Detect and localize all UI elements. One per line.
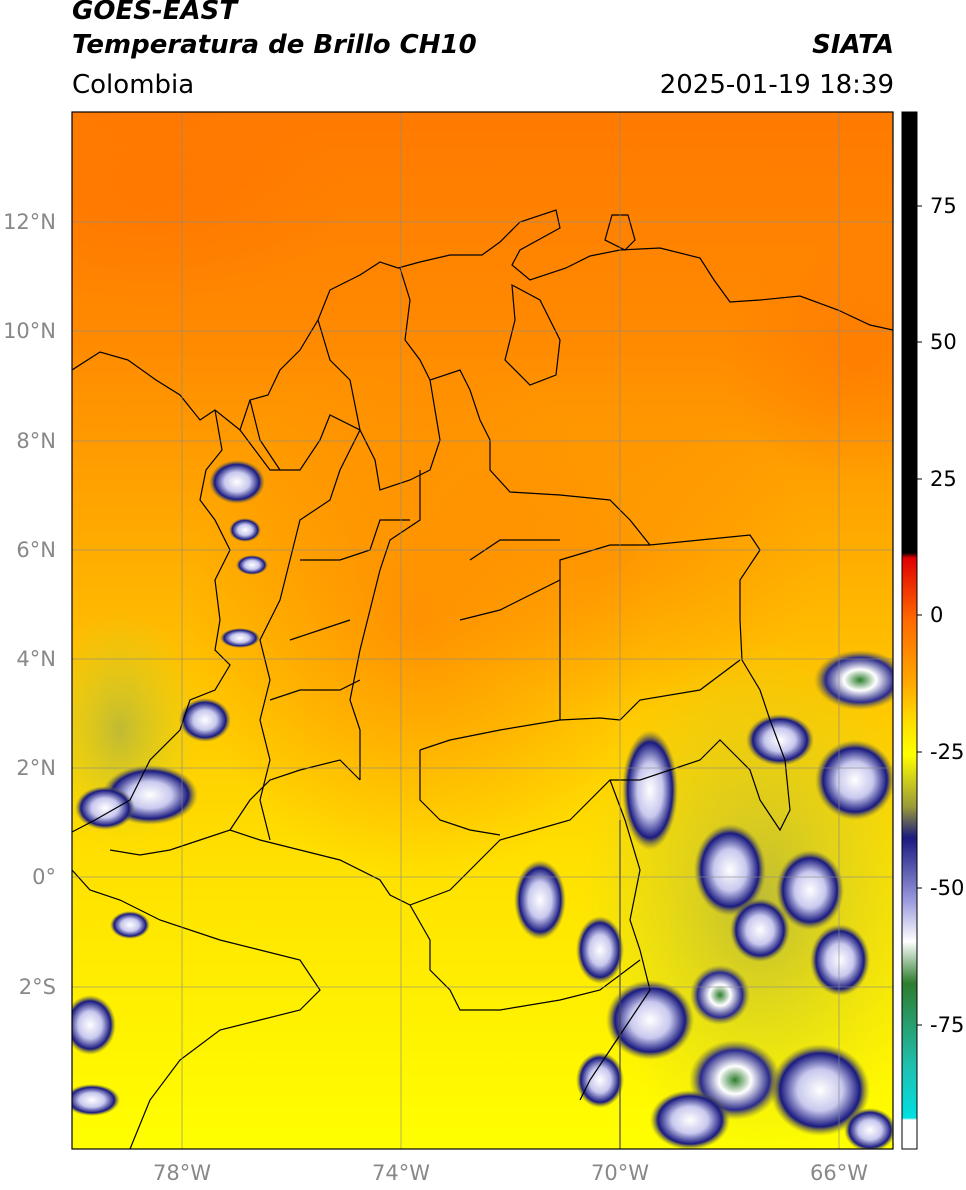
lat-tick-label: 2°S bbox=[19, 975, 56, 999]
colorbar-tick-label: -75 bbox=[930, 1013, 964, 1037]
colorbar-tick-label: 25 bbox=[930, 467, 957, 491]
colorbar-tick-label: -50 bbox=[930, 876, 964, 900]
colorbar-ticks bbox=[917, 205, 922, 1026]
lat-tick-label: 8°N bbox=[16, 429, 56, 453]
colorbar-tick-label: 50 bbox=[930, 330, 957, 354]
colorbar-tick-label: -25 bbox=[930, 740, 964, 764]
satellite-image bbox=[72, 112, 893, 1149]
lon-tick-label: 66°W bbox=[810, 1161, 868, 1185]
datetime-label: 2025-01-19 18:39 bbox=[659, 70, 894, 100]
product-title: Temperatura de Brillo CH10 bbox=[72, 30, 477, 60]
lon-tick-label: 78°W bbox=[153, 1161, 211, 1185]
lat-tick-label: 6°N bbox=[16, 538, 56, 562]
lat-tick-label: 12°N bbox=[3, 210, 56, 234]
agency-label: SIATA bbox=[812, 30, 894, 60]
lat-tick-label: 2°N bbox=[16, 756, 56, 780]
satellite-title: GOES-EAST bbox=[72, 0, 238, 26]
lon-tick-label: 70°W bbox=[591, 1161, 649, 1185]
colorbar bbox=[901, 111, 918, 1150]
region-label: Colombia bbox=[72, 70, 195, 100]
lat-tick-label: 0° bbox=[32, 865, 56, 889]
boundaries bbox=[72, 209, 893, 1149]
graticule bbox=[72, 112, 893, 1149]
lat-tick-label: 4°N bbox=[16, 647, 56, 671]
map-frame bbox=[71, 111, 894, 1150]
colorbar-tick-label: 0 bbox=[930, 603, 943, 627]
lat-tick-label: 10°N bbox=[3, 319, 56, 343]
colorbar-tick-label: 75 bbox=[930, 194, 957, 218]
lon-tick-label: 74°W bbox=[372, 1161, 430, 1185]
